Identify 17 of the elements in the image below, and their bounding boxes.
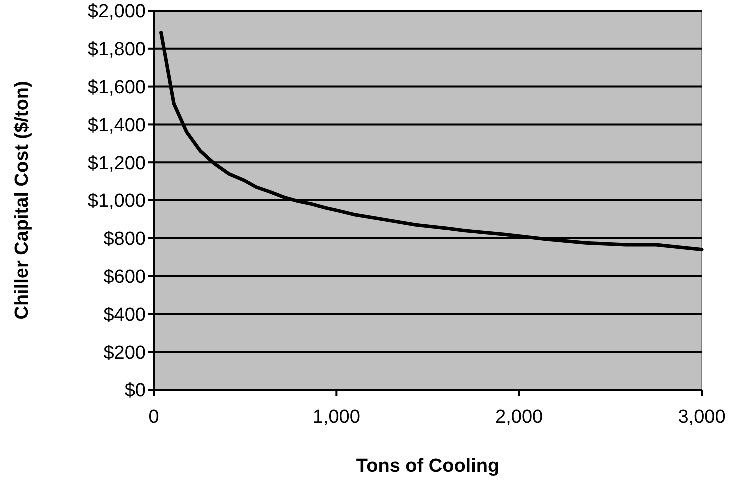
- x-axis-title: Tons of Cooling: [356, 456, 500, 477]
- y-tick-label: $1,400: [88, 115, 146, 136]
- x-tick-label: 2,000: [496, 407, 544, 428]
- y-tick-label: $400: [104, 304, 146, 326]
- y-tick-label: $1,600: [88, 77, 146, 98]
- y-tick-label: $1,200: [88, 153, 146, 174]
- x-tick-label: 3,000: [678, 407, 726, 428]
- y-axis-title: Chiller Capital Cost ($/ton): [12, 81, 33, 320]
- y-tick-label: $600: [104, 266, 146, 288]
- x-tick-label: 0: [148, 407, 160, 428]
- y-tick-label: $800: [104, 229, 146, 250]
- y-tick-label: $0: [124, 380, 146, 402]
- y-tick-label: $200: [104, 342, 146, 364]
- y-tick-label: $2,000: [88, 2, 146, 23]
- x-tick-label: 1,000: [312, 407, 360, 428]
- y-tick-label: $1,000: [88, 191, 146, 212]
- y-tick-label: $1,800: [88, 40, 146, 61]
